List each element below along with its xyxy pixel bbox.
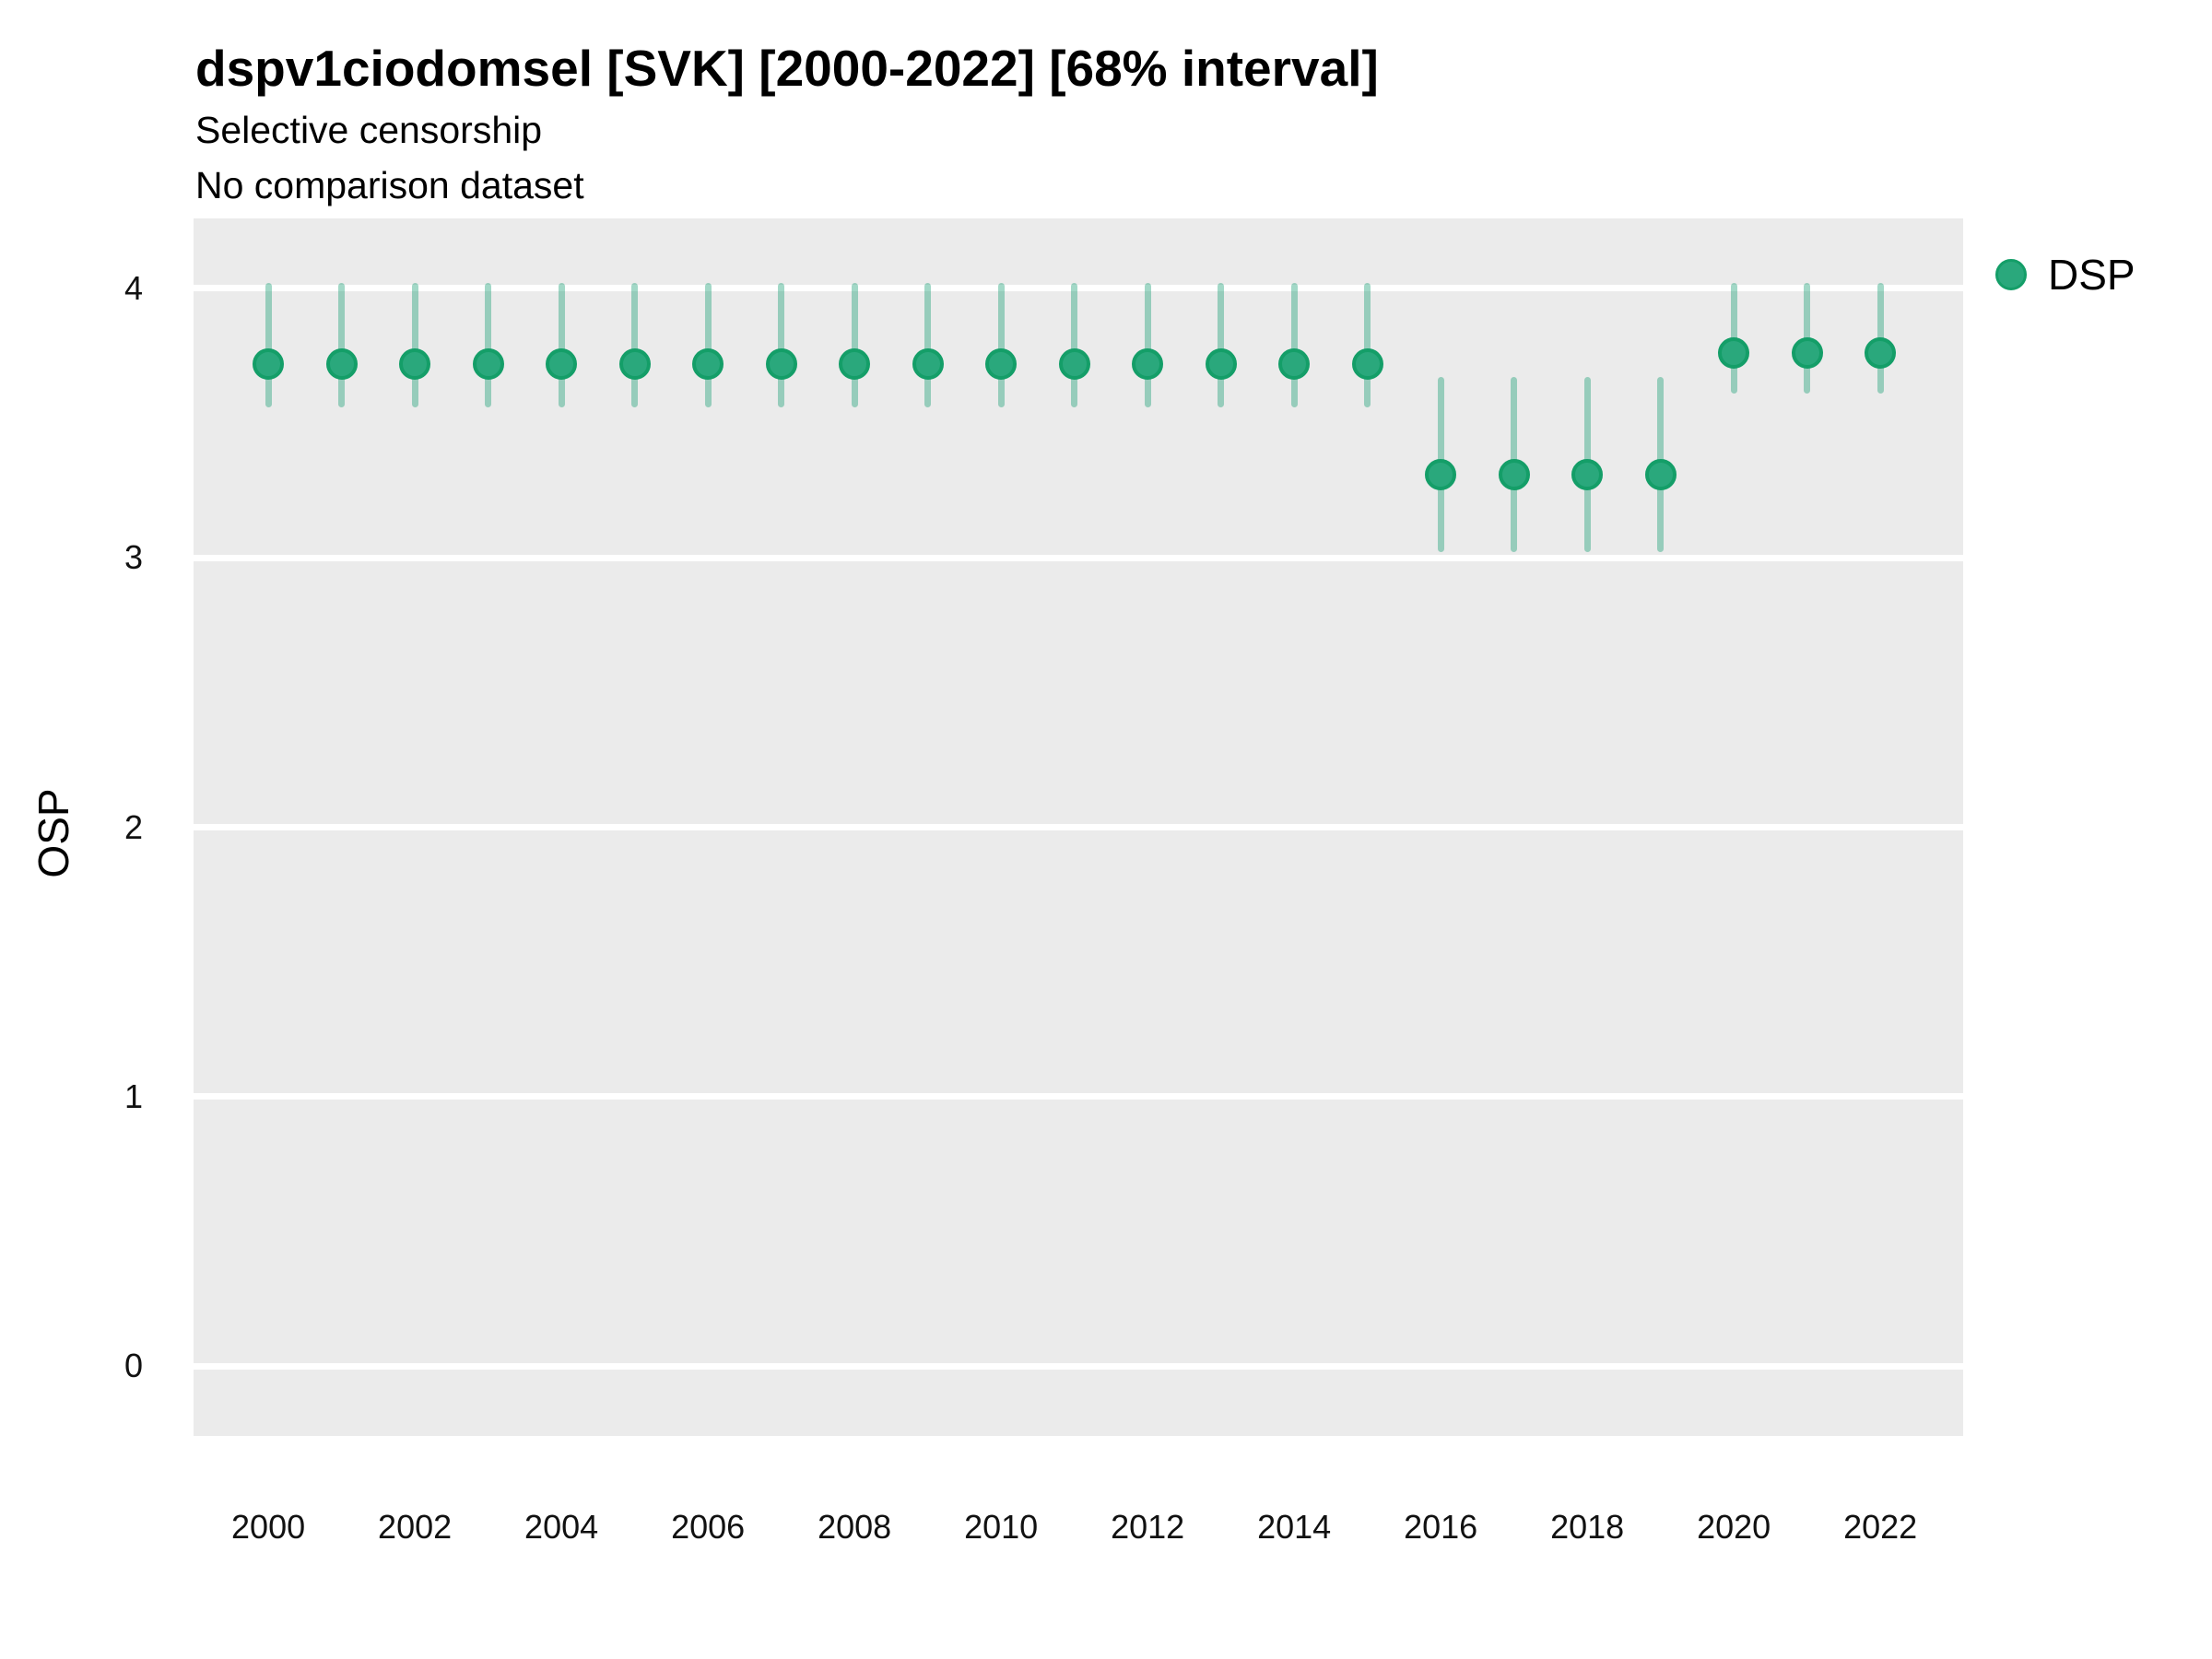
data-point-2006 [692,347,724,380]
data-point-2021 [1791,337,1823,370]
interval-bar-2011 [1071,283,1078,407]
legend-point-icon [1995,259,2027,290]
data-point-2018 [1571,458,1604,490]
y-tick-label-3: 3 [124,538,143,577]
data-point-2004 [546,347,578,380]
interval-bar-2003 [485,283,492,407]
data-point-2013 [1205,347,1237,380]
x-tick-label-2020: 2020 [1697,1508,1771,1546]
legend-label: DSP [2048,251,2136,299]
x-tick-label-2018: 2018 [1550,1508,1625,1546]
data-point-2020 [1718,337,1750,370]
x-tick-label-2014: 2014 [1257,1508,1332,1546]
data-point-2002 [399,347,431,380]
data-point-2017 [1498,458,1530,490]
legend: DSP [1991,251,2212,299]
interval-bar-2015 [1364,283,1371,407]
x-tick-label-2008: 2008 [818,1508,892,1546]
data-point-2007 [765,347,797,380]
gridline-y-4 [194,285,1963,292]
data-point-2011 [1058,347,1090,380]
interval-bar-2010 [997,283,1005,407]
interval-bar-2006 [704,283,712,407]
y-axis-title: OSP [29,788,77,878]
x-tick-label-2000: 2000 [231,1508,306,1546]
interval-bar-2005 [631,283,639,407]
interval-bar-2007 [778,283,785,407]
interval-bar-2014 [1290,283,1298,407]
interval-bar-2012 [1144,283,1151,407]
data-point-2022 [1865,337,1897,370]
page-title: dspv1ciodomsel [SVK] [2000-2022] [68% in… [195,40,1379,97]
interval-bar-2002 [411,283,418,407]
x-tick-label-2016: 2016 [1404,1508,1478,1546]
x-tick-label-2006: 2006 [671,1508,746,1546]
y-tick-label-4: 4 [124,268,143,307]
gridline-y-3 [194,554,1963,561]
x-tick-label-2022: 2022 [1843,1508,1918,1546]
y-tick-label-0: 0 [124,1347,143,1384]
x-tick-label-2012: 2012 [1111,1508,1185,1546]
data-point-2003 [472,347,504,380]
gridline-y-2 [194,824,1963,830]
data-point-2000 [253,347,285,380]
data-point-2016 [1425,458,1457,490]
data-point-2010 [985,347,1018,380]
data-point-2012 [1132,347,1164,380]
x-tick-label-2010: 2010 [964,1508,1039,1546]
data-point-2019 [1644,458,1677,490]
y-tick-label-2: 2 [124,807,143,846]
data-point-2014 [1278,347,1311,380]
plot-panel [194,218,1963,1436]
data-point-2001 [325,347,358,380]
interval-bar-2008 [851,283,858,407]
x-tick-label-2004: 2004 [524,1508,599,1546]
gridline-y-0 [194,1362,1963,1370]
interval-bar-2009 [924,283,932,407]
interval-bar-2001 [338,283,346,407]
plot-subtitle-line1: Selective censorship [195,109,543,151]
data-point-2005 [618,347,651,380]
plot-subtitle-line2: No comparison dataset [195,164,584,206]
interval-bar-2013 [1218,283,1225,407]
data-point-2015 [1351,347,1383,380]
data-point-2009 [912,347,944,380]
data-point-2008 [839,347,871,380]
y-tick-label-1: 1 [124,1077,143,1115]
gridline-y-1 [194,1093,1963,1100]
x-tick-label-2002: 2002 [378,1508,453,1546]
interval-bar-2004 [558,283,565,407]
interval-bar-2000 [265,283,272,407]
